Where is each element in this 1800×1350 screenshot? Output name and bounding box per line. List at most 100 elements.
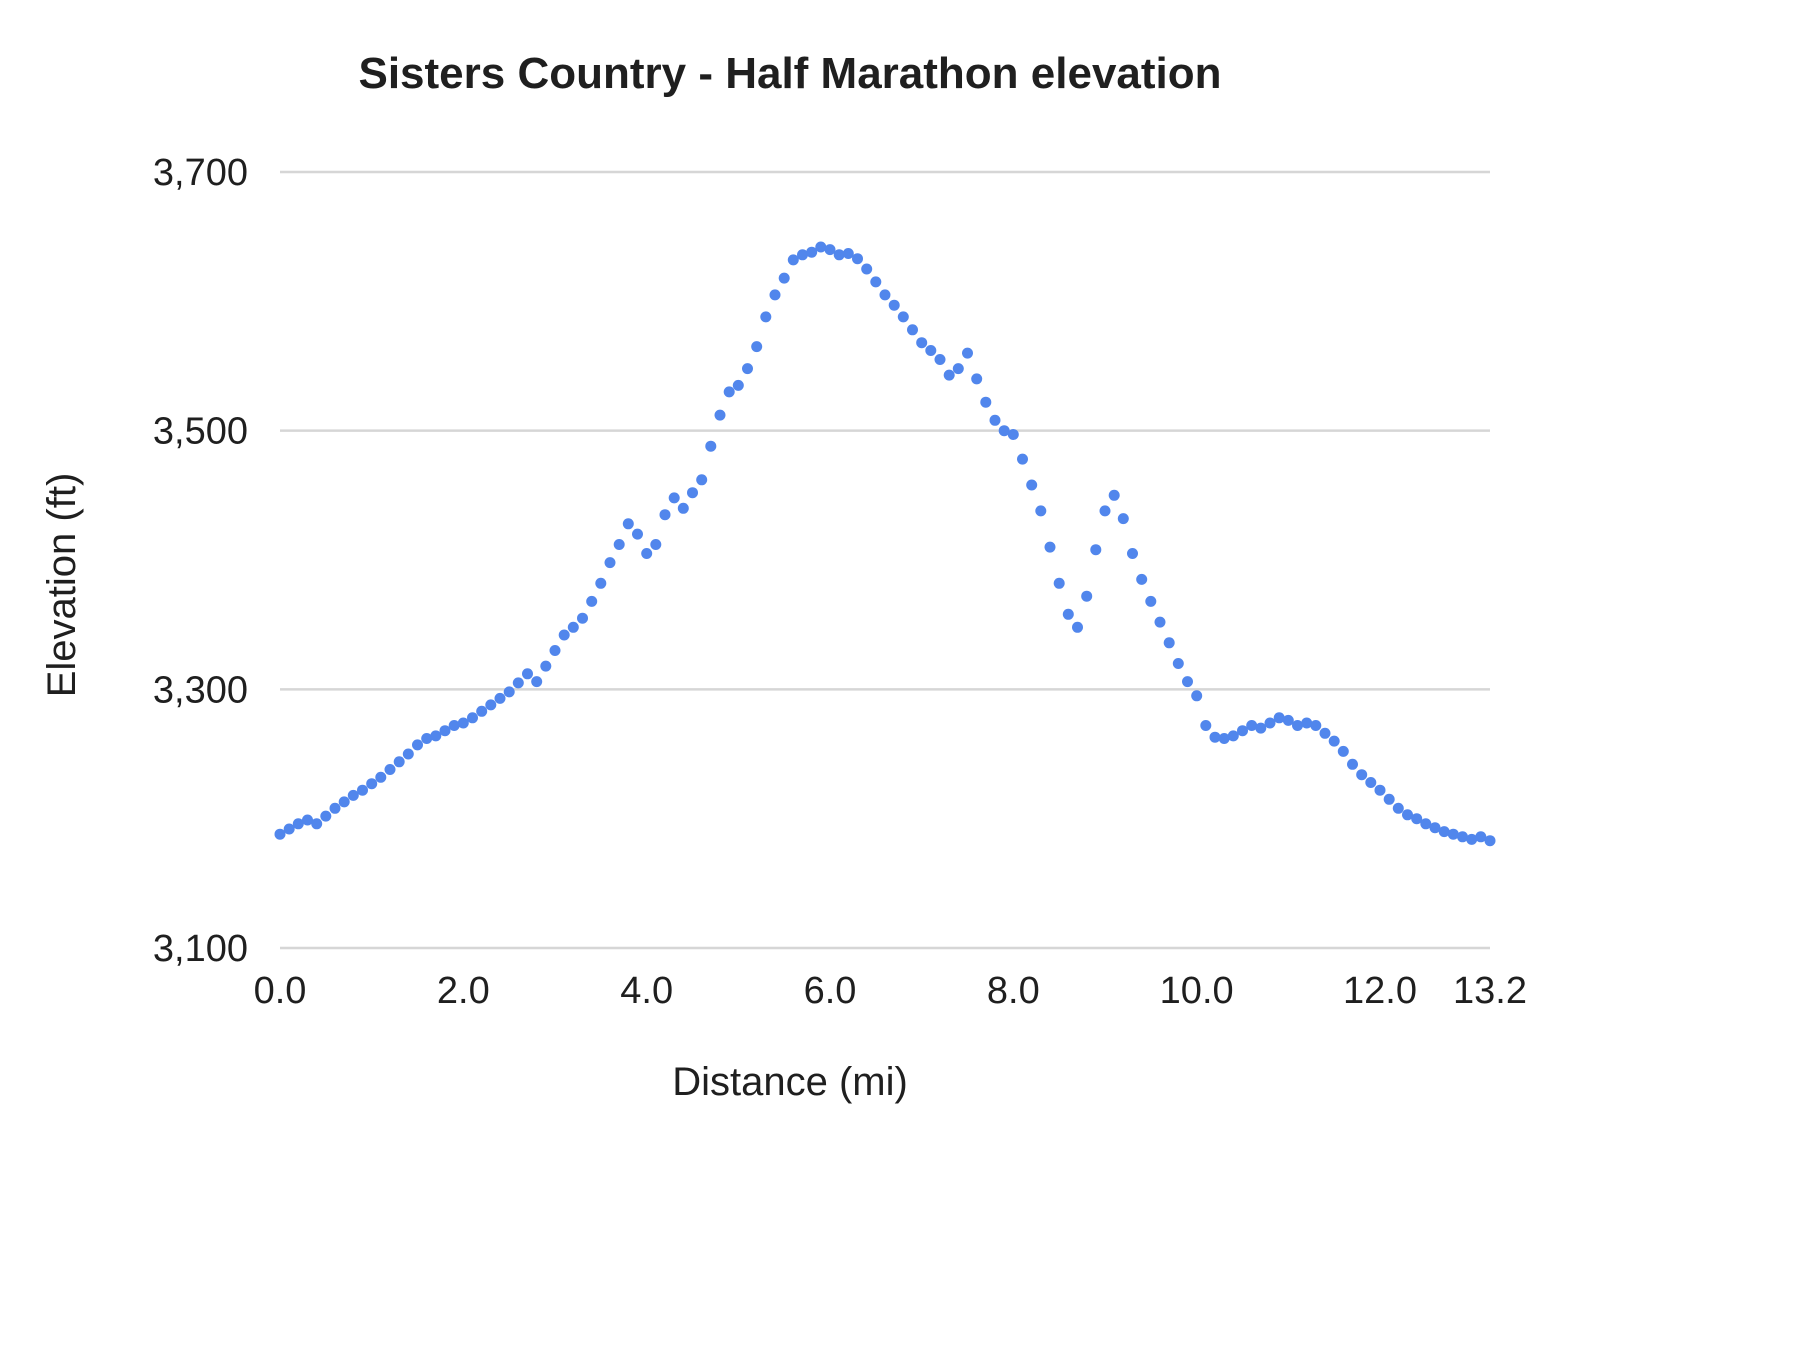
data-point xyxy=(311,818,323,830)
x-tick-label: 6.0 xyxy=(804,970,857,1012)
data-point xyxy=(943,369,955,381)
data-point xyxy=(641,548,653,559)
data-point xyxy=(384,764,396,775)
data-point xyxy=(1108,489,1120,501)
data-point xyxy=(1200,720,1212,731)
data-point xyxy=(705,440,717,452)
data-point xyxy=(1145,595,1157,607)
data-point xyxy=(1172,658,1184,669)
data-point xyxy=(916,337,928,349)
data-point xyxy=(842,248,854,259)
data-point xyxy=(412,739,423,751)
data-point xyxy=(1127,548,1138,559)
y-tick-label: 3,700 xyxy=(153,152,248,194)
data-point xyxy=(870,276,882,288)
y-axis-title: Elevation (ft) xyxy=(40,473,84,698)
data-point xyxy=(292,818,304,830)
data-point xyxy=(1007,429,1019,440)
data-point xyxy=(989,414,1001,426)
data-point xyxy=(815,241,827,253)
data-point xyxy=(980,396,992,408)
data-point xyxy=(421,733,433,744)
data-point xyxy=(329,802,341,814)
data-point xyxy=(558,629,570,641)
data-point xyxy=(824,244,836,256)
data-point xyxy=(787,254,799,266)
data-point xyxy=(1429,822,1441,834)
data-point xyxy=(567,621,579,633)
data-point xyxy=(1365,777,1377,788)
y-tick-label: 3,100 xyxy=(153,928,248,970)
data-point xyxy=(714,409,726,421)
data-point xyxy=(1438,826,1450,838)
x-tick-label: 10.0 xyxy=(1160,970,1234,1012)
data-point xyxy=(806,246,818,258)
data-point xyxy=(769,289,781,301)
data-point xyxy=(439,725,451,737)
data-point xyxy=(577,612,588,624)
data-point xyxy=(1191,690,1203,702)
data-point xyxy=(925,345,937,356)
data-point xyxy=(934,354,946,365)
data-point xyxy=(393,756,405,768)
data-point xyxy=(338,796,350,808)
data-point xyxy=(302,814,313,826)
x-tick-label: 13.2 xyxy=(1453,970,1527,1012)
data-point xyxy=(522,668,533,680)
data-point xyxy=(1044,541,1056,553)
data-point xyxy=(476,705,488,717)
data-point xyxy=(1347,758,1358,770)
data-point xyxy=(1117,513,1129,525)
y-tick-label: 3,300 xyxy=(153,669,248,711)
data-point xyxy=(531,676,543,688)
data-point xyxy=(503,686,515,698)
data-point xyxy=(833,249,845,261)
data-point xyxy=(1227,730,1239,742)
data-point xyxy=(1090,544,1102,556)
data-point xyxy=(1099,505,1111,517)
data-point xyxy=(1062,608,1074,620)
data-point xyxy=(998,425,1010,437)
data-point xyxy=(1035,505,1047,517)
data-point xyxy=(852,253,863,265)
data-point xyxy=(1383,793,1395,805)
data-point xyxy=(540,660,552,672)
data-point xyxy=(1301,717,1313,729)
data-point xyxy=(797,249,808,261)
data-point xyxy=(1182,676,1193,688)
data-point xyxy=(632,528,643,540)
data-point xyxy=(1255,722,1267,734)
data-point xyxy=(375,771,387,783)
data-point xyxy=(1154,616,1166,628)
data-point xyxy=(366,778,378,790)
data-point xyxy=(485,699,497,711)
data-point xyxy=(659,509,671,521)
data-point xyxy=(1209,731,1221,743)
data-point xyxy=(357,784,368,796)
y-axis-tick-labels: 3,100 3,300 3,500 3,700 xyxy=(153,152,248,970)
data-point xyxy=(907,324,918,336)
data-point xyxy=(778,272,790,284)
data-point xyxy=(1237,725,1248,737)
data-point xyxy=(888,299,900,311)
data-point xyxy=(1163,637,1175,649)
y-tick-label: 3,500 xyxy=(153,411,248,453)
data-point xyxy=(962,347,973,359)
data-point xyxy=(430,730,442,742)
data-point xyxy=(1081,590,1093,602)
data-point xyxy=(751,341,763,353)
data-point xyxy=(861,263,873,275)
data-point xyxy=(549,645,561,656)
data-point xyxy=(1072,621,1083,633)
x-axis-title: Distance (mi) xyxy=(672,1060,908,1104)
data-point xyxy=(1328,735,1340,747)
data-point xyxy=(604,557,616,569)
data-point xyxy=(1026,479,1038,491)
data-series-points xyxy=(274,241,1496,847)
data-point xyxy=(494,692,506,704)
data-point xyxy=(586,595,598,607)
data-point xyxy=(274,828,286,840)
data-point xyxy=(696,474,708,486)
data-point xyxy=(1310,720,1322,731)
